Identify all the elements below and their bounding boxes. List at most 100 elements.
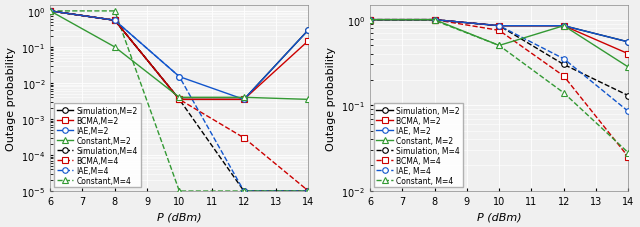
BCMA,M=2 <box>305 40 312 43</box>
Line: Simulation,M=2: Simulation,M=2 <box>47 9 311 103</box>
Constant, M=2 <box>495 45 503 48</box>
BCMA, M=2 <box>560 25 568 28</box>
BCMA,M=4 <box>305 190 312 192</box>
Line: BCMA,M=2: BCMA,M=2 <box>47 9 311 103</box>
Simulation,M=2 <box>111 20 118 22</box>
Legend: Simulation, M=2, BCMA, M=2, IAE, M=2, Constant, M=2, Simulation, M=4, BCMA, M=4,: Simulation, M=2, BCMA, M=2, IAE, M=2, Co… <box>374 104 463 187</box>
Constant,M=4 <box>240 190 248 192</box>
Constant, M=2 <box>431 19 438 22</box>
Simulation, M=2 <box>431 19 438 22</box>
Simulation,M=4 <box>175 99 183 101</box>
Simulation, M=2 <box>366 19 374 22</box>
IAE, M=4 <box>431 19 438 22</box>
Line: IAE, M=2: IAE, M=2 <box>367 18 631 45</box>
Constant,M=4 <box>46 10 54 13</box>
Line: BCMA,M=4: BCMA,M=4 <box>47 9 311 194</box>
BCMA, M=4 <box>495 30 503 33</box>
BCMA,M=2 <box>46 10 54 13</box>
BCMA, M=2 <box>431 19 438 22</box>
Line: Simulation, M=2: Simulation, M=2 <box>367 18 631 45</box>
IAE, M=2 <box>366 19 374 22</box>
X-axis label: P (dBm): P (dBm) <box>477 212 522 222</box>
Simulation,M=2 <box>240 99 248 101</box>
Line: Simulation, M=4: Simulation, M=4 <box>367 18 631 99</box>
Constant,M=4 <box>111 10 118 13</box>
IAE, M=2 <box>431 19 438 22</box>
BCMA,M=4 <box>240 137 248 140</box>
Constant,M=2 <box>175 96 183 99</box>
BCMA,M=2 <box>111 20 118 22</box>
IAE,M=2 <box>240 99 248 101</box>
Line: Constant,M=2: Constant,M=2 <box>47 9 311 103</box>
Constant, M=4 <box>431 20 438 23</box>
Constant, M=2 <box>560 25 568 28</box>
Simulation, M=4 <box>560 64 568 67</box>
IAE,M=4 <box>240 190 248 192</box>
Line: Constant,M=4: Constant,M=4 <box>47 9 311 194</box>
Y-axis label: Outage probability: Outage probability <box>326 47 336 150</box>
Constant, M=4 <box>366 19 374 22</box>
Line: Constant, M=4: Constant, M=4 <box>367 18 631 156</box>
Line: BCMA, M=2: BCMA, M=2 <box>367 18 631 57</box>
Simulation, M=2 <box>495 25 503 28</box>
IAE, M=4 <box>495 25 503 28</box>
IAE,M=2 <box>46 10 54 13</box>
Line: BCMA, M=4: BCMA, M=4 <box>367 18 631 160</box>
Simulation,M=4 <box>46 10 54 13</box>
Constant, M=4 <box>560 92 568 95</box>
X-axis label: P (dBm): P (dBm) <box>157 212 202 222</box>
BCMA, M=4 <box>431 19 438 22</box>
Line: Simulation,M=4: Simulation,M=4 <box>47 9 311 194</box>
Simulation, M=2 <box>560 25 568 28</box>
IAE, M=4 <box>366 19 374 22</box>
Simulation, M=4 <box>366 19 374 22</box>
Simulation, M=2 <box>625 41 632 44</box>
IAE,M=4 <box>111 20 118 22</box>
Constant,M=2 <box>305 99 312 101</box>
IAE, M=2 <box>560 25 568 28</box>
Legend: Simulation,M=2, BCMA,M=2, IAE,M=2, Constant,M=2, Simulation,M=4, BCMA,M=4, IAE,M: Simulation,M=2, BCMA,M=2, IAE,M=2, Const… <box>54 104 141 187</box>
IAE, M=4 <box>560 58 568 61</box>
IAE, M=4 <box>625 111 632 113</box>
IAE,M=2 <box>111 20 118 22</box>
Simulation,M=4 <box>305 190 312 192</box>
Line: IAE, M=4: IAE, M=4 <box>367 18 631 115</box>
BCMA,M=2 <box>175 99 183 101</box>
Constant, M=4 <box>495 45 503 48</box>
Simulation,M=2 <box>305 29 312 32</box>
BCMA, M=4 <box>560 75 568 78</box>
Constant, M=2 <box>625 66 632 69</box>
IAE,M=4 <box>175 76 183 79</box>
BCMA, M=4 <box>366 19 374 22</box>
Line: IAE,M=2: IAE,M=2 <box>47 9 311 103</box>
Constant,M=2 <box>240 96 248 99</box>
BCMA,M=4 <box>175 99 183 101</box>
IAE,M=4 <box>305 190 312 192</box>
BCMA,M=4 <box>111 20 118 22</box>
Y-axis label: Outage probability: Outage probability <box>6 47 15 150</box>
Simulation,M=4 <box>240 190 248 192</box>
Constant,M=2 <box>111 46 118 49</box>
Constant, M=2 <box>366 19 374 22</box>
IAE,M=2 <box>175 76 183 79</box>
Constant,M=4 <box>305 190 312 192</box>
BCMA, M=4 <box>625 156 632 159</box>
Constant, M=4 <box>625 152 632 154</box>
BCMA, M=2 <box>625 53 632 56</box>
Constant,M=4 <box>175 190 183 192</box>
Constant,M=2 <box>46 10 54 13</box>
Simulation, M=4 <box>625 95 632 98</box>
Simulation, M=4 <box>431 19 438 22</box>
Line: Constant, M=2: Constant, M=2 <box>367 18 631 71</box>
BCMA,M=2 <box>240 99 248 101</box>
Simulation, M=4 <box>495 25 503 28</box>
BCMA, M=2 <box>366 19 374 22</box>
Simulation,M=2 <box>175 99 183 101</box>
BCMA, M=2 <box>495 25 503 28</box>
IAE,M=2 <box>305 29 312 32</box>
Simulation,M=2 <box>46 10 54 13</box>
IAE,M=4 <box>46 10 54 13</box>
BCMA,M=4 <box>46 10 54 13</box>
IAE, M=2 <box>625 41 632 44</box>
Simulation,M=4 <box>111 20 118 22</box>
